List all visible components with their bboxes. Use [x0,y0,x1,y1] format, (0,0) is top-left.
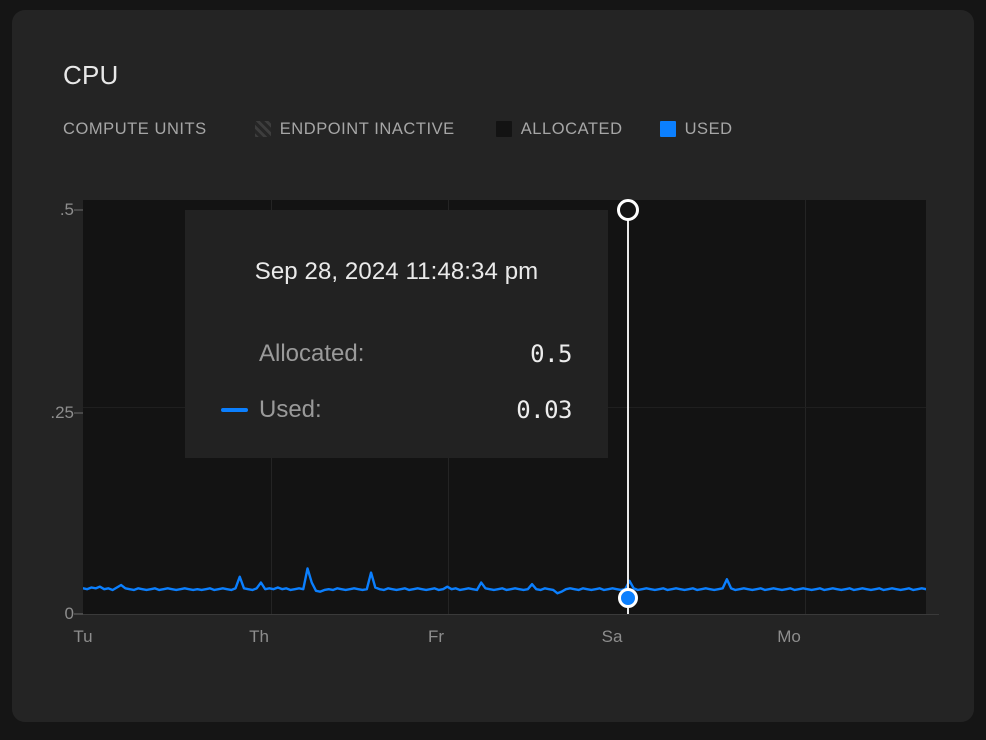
tooltip-row-allocated-value: 0.5 [530,340,572,368]
legend-item-used[interactable]: USED [659,115,733,143]
chart-legend: COMPUTE UNITS ENDPOINT INACTIVE ALLOCATE… [63,115,733,143]
cpu-chart-card: CPU COMPUTE UNITS ENDPOINT INACTIVE ALLO… [12,10,974,722]
chart-plot[interactable]: .5 .25 0 Tu Th Fr Sa Mo Sep 28, 2024 11:… [12,10,974,722]
crosshair-line[interactable] [627,210,629,614]
tooltip-row-used-label: Used: [259,396,322,423]
x-tick-label: Sa [601,627,623,646]
x-tick-label: Tu [73,627,93,646]
y-tick-label: 0 [64,604,74,623]
used-series-line [83,567,926,595]
legend-item-allocated[interactable]: ALLOCATED [495,115,623,143]
tooltip-rows: Allocated: 0.5 Used: 0.03 [221,326,572,438]
tooltip-row-used-value: 0.03 [516,396,572,424]
page-title: CPU [63,60,119,90]
x-tick-label: Th [249,627,269,646]
used-swatch-icon [659,121,676,137]
y-tick-dash [74,412,83,414]
y-tick-label: .25 [50,403,74,422]
y-tick-label: .5 [59,200,74,219]
legend-item-endpoint-inactive-label: ENDPOINT INACTIVE [279,119,455,138]
x-tick-label: Fr [427,627,445,646]
x-tick-label: Mo [777,627,801,646]
legend-compute-units: COMPUTE UNITS [63,115,207,143]
allocated-swatch-icon [495,121,512,137]
legend-item-endpoint-inactive[interactable]: ENDPOINT INACTIVE [254,115,455,143]
x-axis-baseline [83,614,939,615]
tooltip-timestamp: Sep 28, 2024 11:48:34 pm [254,258,539,285]
hatched-swatch-icon [254,121,271,137]
data-point-marker[interactable] [618,588,638,608]
legend-item-allocated-label: ALLOCATED [520,119,623,138]
line-marker-icon [221,408,248,412]
chart-tooltip: Sep 28, 2024 11:48:34 pm Allocated: 0.5 … [185,210,608,458]
tooltip-row-used: Used: 0.03 [221,382,572,438]
legend-compute-units-label: COMPUTE UNITS [63,119,207,138]
crosshair-handle[interactable] [617,199,639,221]
tooltip-row-marker [221,408,255,412]
y-tick-dash [74,209,83,211]
y-tick-dash [74,613,83,615]
tooltip-row-allocated: Allocated: 0.5 [221,326,572,382]
legend-item-used-label: USED [684,119,733,138]
tooltip-row-allocated-label: Allocated: [259,340,365,367]
